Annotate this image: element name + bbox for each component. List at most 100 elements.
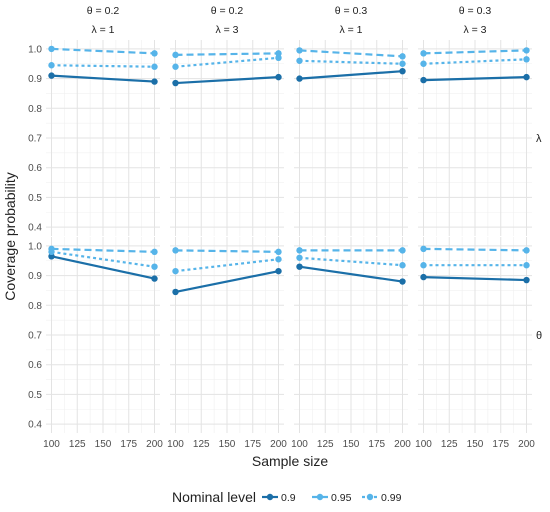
y-tick-label: 0.9	[28, 74, 42, 85]
series-line-0.99	[299, 256, 403, 267]
series-line-0.9	[175, 270, 279, 294]
data-point-0.9	[523, 276, 530, 284]
panel-r1-c0	[46, 237, 160, 433]
facet-strip-top-line2: λ = 3	[463, 24, 486, 36]
series-line-0.99	[175, 258, 279, 273]
facet-strip-top-line1: θ = 0.2	[211, 5, 244, 17]
series-line-0.99	[51, 250, 155, 268]
x-tick-label: 125	[69, 439, 86, 450]
data-point-0.99	[399, 262, 406, 269]
data-point-0.99	[399, 60, 406, 67]
series-line-0.9	[51, 74, 155, 83]
panels	[46, 40, 532, 433]
y-tick-label: 0.7	[28, 331, 42, 342]
x-tick-label: 100	[43, 439, 60, 450]
x-tick-label: 200	[394, 439, 411, 450]
data-point-0.95	[296, 247, 303, 254]
facet-strip-top-line2: λ = 3	[215, 24, 238, 36]
legend-label: 0.95	[331, 492, 352, 504]
data-point-0.99	[172, 63, 179, 70]
data-point-0.95	[151, 50, 158, 57]
y-tick-label: 0.8	[28, 104, 42, 115]
x-tick-label: 100	[291, 439, 308, 450]
y-tick-label: 0.7	[28, 134, 42, 145]
data-point-0.95	[48, 45, 55, 53]
y-tick-label: 0.4	[28, 420, 42, 431]
facet-strip-top-line1: θ = 0.3	[459, 5, 492, 17]
data-point-0.99	[275, 54, 282, 62]
series-line-0.9	[299, 70, 403, 80]
y-tick-label: 0.6	[28, 163, 42, 174]
x-tick-label: 150	[343, 439, 360, 450]
x-tick-label: 100	[167, 439, 184, 450]
panel-r0-c0	[46, 40, 160, 236]
facet-strips: θ = 0.2 λ = 1 θ = 0.2 λ = 3 θ = 0.3 λ = 1 θ = …	[87, 5, 542, 342]
x-tick-label: 150	[467, 439, 484, 450]
data-point-0.99	[151, 63, 158, 70]
y-tick-label: 1.0	[28, 44, 42, 55]
data-point-0.99	[420, 60, 427, 67]
data-point-0.95	[523, 47, 530, 54]
panel-r0-c2	[294, 40, 408, 236]
legend-item-0.9: 0.9	[262, 492, 296, 504]
series-line-0.9	[423, 275, 527, 282]
y-tick-label: 0.9	[28, 271, 42, 282]
legend-item-0.99: 0.99	[362, 492, 402, 504]
data-point-0.99	[151, 263, 158, 270]
data-point-0.9	[399, 67, 406, 75]
series-line-0.99	[299, 59, 403, 65]
data-point-0.99	[275, 256, 282, 263]
data-point-0.99	[172, 267, 179, 275]
facet-strip-right: θ	[536, 330, 542, 342]
series-line-0.9	[51, 255, 155, 280]
series-line-0.9	[299, 265, 403, 283]
legend: Nominal level 0.9 0.95 0.99	[172, 489, 402, 505]
facet-strip-top-line2: λ = 1	[339, 24, 362, 36]
series-line-0.95	[51, 247, 155, 253]
axes: Coverage probability Sample size 0.4 0.5 0…	[2, 44, 535, 469]
series-line-0.99	[175, 56, 279, 68]
x-tick-label: 175	[244, 439, 261, 450]
data-point-0.99	[523, 262, 530, 269]
series-line-0.95	[175, 249, 279, 253]
data-point-0.9	[275, 73, 282, 81]
y-axis-title: Coverage probability	[2, 172, 18, 300]
series-line-0.95	[175, 52, 279, 56]
panel-r1-c1	[170, 237, 284, 433]
data-point-0.9	[420, 273, 427, 281]
y-tick-label: 0.5	[28, 390, 42, 401]
series-line-0.99	[423, 58, 527, 65]
data-point-0.9	[275, 267, 282, 275]
y-tick-label: 0.4	[28, 223, 42, 234]
x-tick-label: 200	[270, 439, 287, 450]
data-point-0.9	[296, 263, 303, 270]
x-tick-label: 125	[317, 439, 334, 450]
series-line-0.95	[423, 49, 527, 55]
y-tick-label: 1.0	[28, 241, 42, 252]
series-line-0.99	[51, 64, 155, 68]
data-point-0.9	[151, 78, 158, 85]
data-point-0.95	[420, 50, 427, 57]
legend-key-point	[266, 493, 274, 501]
legend-key-point	[316, 493, 324, 501]
x-tick-label: 100	[415, 439, 432, 450]
data-point-0.9	[48, 253, 55, 260]
data-point-0.9	[420, 76, 427, 84]
panel-r0-c1	[170, 40, 284, 236]
data-point-0.95	[420, 245, 427, 253]
x-tick-label: 150	[95, 439, 112, 450]
data-point-0.95	[172, 51, 179, 59]
series-line-0.95	[423, 247, 527, 252]
panel-r1-c3	[418, 237, 532, 433]
series-line-0.9	[423, 76, 527, 82]
data-point-0.99	[48, 248, 55, 256]
data-point-0.99	[296, 57, 303, 64]
facet-strip-right: λ	[536, 133, 542, 145]
x-tick-label: 200	[518, 439, 535, 450]
series-line-0.95	[299, 49, 403, 58]
x-tick-label: 175	[120, 439, 137, 450]
facet-strip-top-line1: θ = 0.3	[335, 5, 368, 17]
x-tick-label: 175	[492, 439, 509, 450]
series-line-0.95	[51, 47, 155, 55]
